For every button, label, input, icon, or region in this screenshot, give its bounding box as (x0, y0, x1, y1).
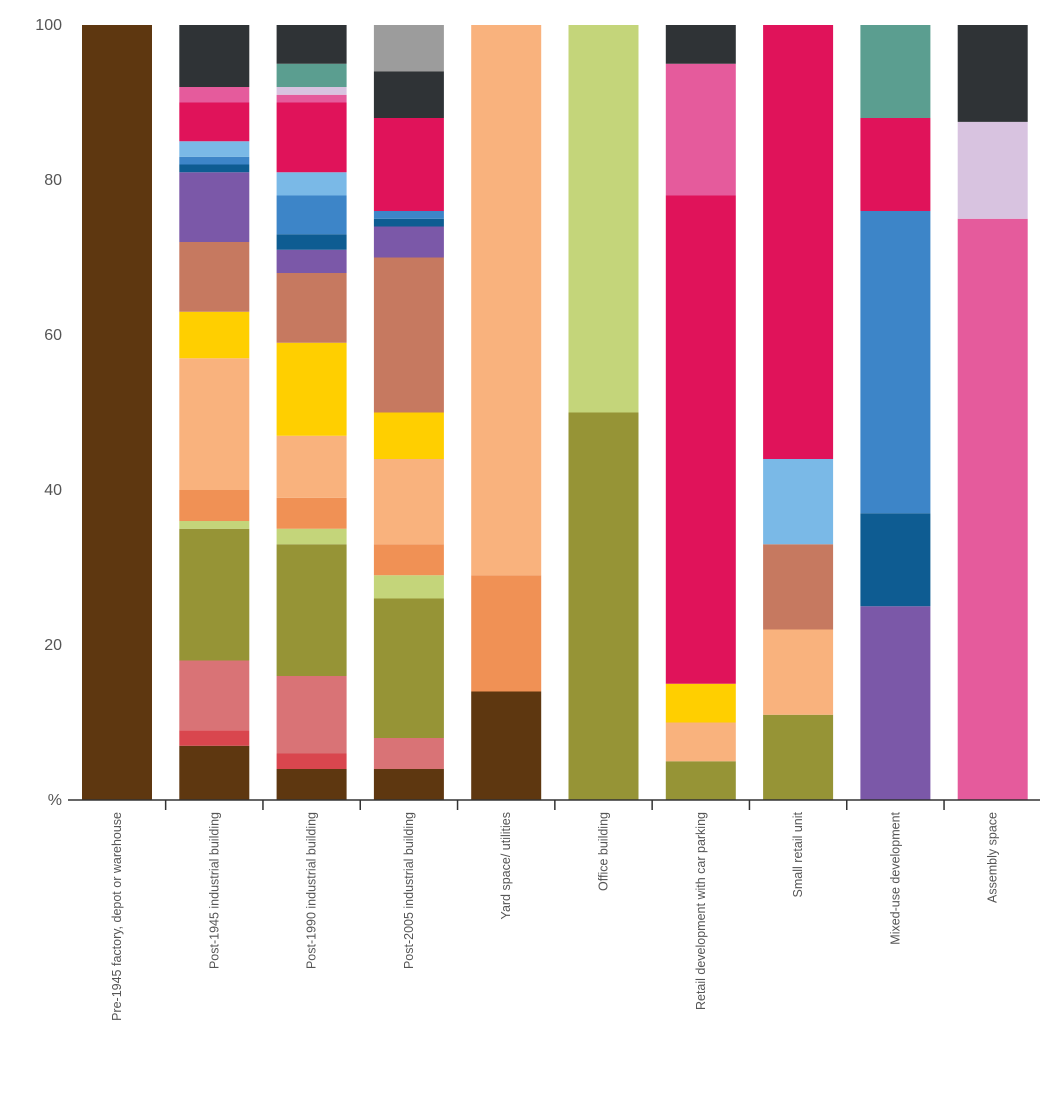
bar-9-segment-4 (860, 118, 931, 211)
bar-6-segment-1 (568, 412, 639, 800)
y-tick-label-20: 20 (44, 637, 62, 654)
bar-2-segment-11 (179, 164, 250, 173)
bar-4-segment-6 (373, 459, 444, 545)
y-tick-label-40: 40 (44, 482, 62, 499)
bar-2-segment-13 (179, 141, 250, 157)
bar-3-segment-11 (276, 234, 347, 250)
bar-3-segment-15 (276, 94, 347, 103)
bar-4-segment-13 (373, 71, 444, 118)
bar-3-segment-5 (276, 528, 347, 545)
bar-4-segment-8 (373, 257, 444, 413)
bar-9-segment-1 (860, 606, 931, 800)
bar-3-segment-9 (276, 273, 347, 343)
y-tick-label-zero: % (48, 792, 62, 809)
bar-7-segment-1 (665, 761, 736, 800)
bar-9-segment-2 (860, 513, 931, 607)
bar-3-segment-13 (276, 172, 347, 196)
category-label-2: Post-1945 industrial building (207, 812, 221, 969)
bar-8-segment-4 (763, 459, 834, 545)
bar-3-segment-14 (276, 102, 347, 173)
bar-4-segment-4 (373, 575, 444, 599)
bar-4-segment-11 (373, 211, 444, 219)
category-labels: Pre-1945 factory, depot or warehouse Post… (110, 811, 1000, 1020)
bar-2-segment-14 (179, 102, 250, 142)
bar-1-segment-1 (82, 25, 152, 800)
bar-7-segment-5 (665, 63, 736, 196)
bar-5-segment-1 (471, 691, 542, 800)
bar-3-segment-16 (276, 87, 347, 95)
bar-4-segment-3 (373, 598, 444, 738)
bar-2-segment-1 (179, 745, 250, 800)
bar-7-segment-3 (665, 683, 736, 723)
bar-9-segment-3 (860, 211, 931, 514)
bar-3-segment-18 (276, 25, 347, 64)
bar-4-segment-10 (373, 218, 444, 227)
bar-2-segment-10 (179, 172, 250, 242)
y-tick-label-60: 60 (44, 327, 62, 344)
bar-2-segment-9 (179, 242, 250, 312)
bar-3-segment-2 (276, 753, 347, 769)
y-tick-label-80: 80 (44, 172, 62, 189)
bar-2-segment-2 (179, 730, 250, 746)
bar-7-segment-6 (665, 25, 736, 64)
bar-6-segment-2 (568, 25, 639, 413)
bar-2-segment-16 (179, 25, 250, 87)
bar-9-segment-5 (860, 25, 931, 118)
bar-10-segment-1 (957, 218, 1028, 800)
bar-3-segment-3 (276, 676, 347, 754)
bar-10-segment-2 (957, 121, 1028, 219)
bar-3-segment-4 (276, 544, 347, 676)
bar-2-segment-4 (179, 528, 250, 661)
category-label-1: Pre-1945 factory, depot or warehouse (110, 812, 124, 1021)
bar-10-segment-3 (957, 25, 1028, 122)
bar-4-segment-12 (373, 118, 444, 211)
category-label-7: Retail development with car parking (694, 812, 708, 1010)
bar-8-segment-3 (763, 544, 834, 630)
bar-4-segment-2 (373, 738, 444, 769)
bar-8-segment-2 (763, 629, 834, 715)
category-label-9: Mixed-use development (888, 811, 902, 944)
bar-3-segment-17 (276, 63, 347, 87)
bar-2-segment-6 (179, 490, 250, 521)
y-axis: 20 40 60 80 100% (35, 17, 62, 809)
category-label-10: Assembly space (986, 812, 1000, 903)
bar-4-segment-9 (373, 226, 444, 258)
x-axis (68, 799, 1040, 810)
bar-2-segment-15 (179, 87, 250, 103)
category-label-6: Office building (597, 812, 611, 891)
bar-4-segment-1 (373, 769, 444, 800)
bar-4-segment-14 (373, 25, 444, 72)
category-label-3: Post-1990 industrial building (305, 812, 319, 969)
bar-8-segment-1 (763, 714, 834, 800)
bar-3-segment-8 (276, 342, 347, 436)
bar-2-segment-3 (179, 660, 250, 731)
bars-group (82, 25, 1028, 800)
bar-3-segment-1 (276, 769, 347, 800)
bar-5-segment-2 (471, 575, 542, 692)
bar-2-segment-8 (179, 311, 250, 359)
bar-5-segment-3 (471, 25, 542, 576)
bar-2-segment-12 (179, 156, 250, 165)
category-label-4: Post-2005 industrial building (402, 812, 416, 969)
bar-3-segment-12 (276, 195, 347, 235)
bar-3-segment-7 (276, 435, 347, 498)
bar-8-segment-5 (763, 25, 834, 459)
y-tick-label-100: 100 (35, 17, 62, 34)
category-label-5: Yard space/ utilities (499, 812, 513, 919)
bar-4-segment-7 (373, 412, 444, 459)
bar-7-segment-4 (665, 195, 736, 684)
bar-2-segment-5 (179, 521, 250, 529)
bar-3-segment-10 (276, 249, 347, 273)
bar-3-segment-6 (276, 497, 347, 529)
category-label-8: Small retail unit (791, 811, 805, 897)
bar-7-segment-2 (665, 722, 736, 762)
bar-2-segment-7 (179, 358, 250, 490)
bar-4-segment-5 (373, 544, 444, 576)
